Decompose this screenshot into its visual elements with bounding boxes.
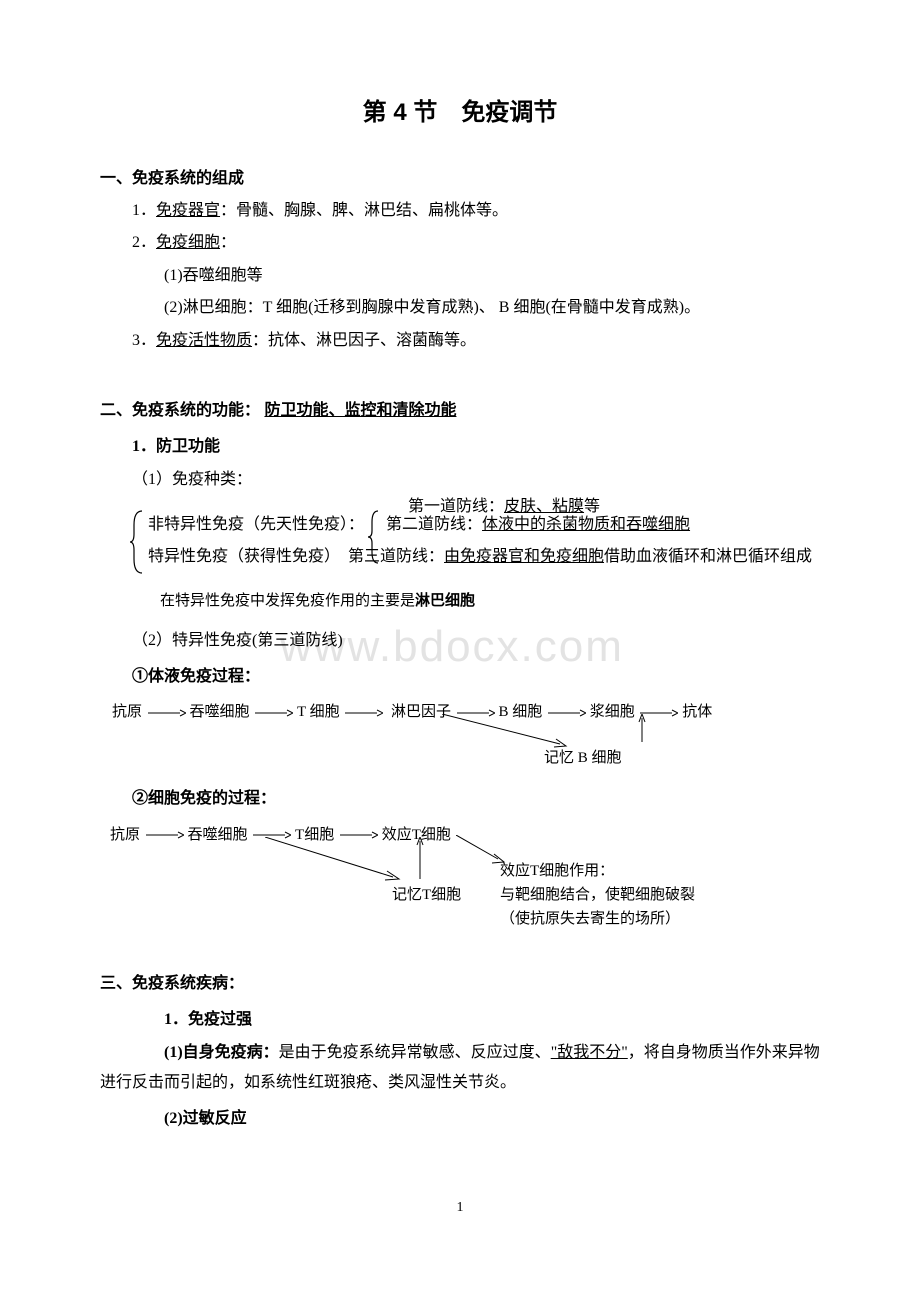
up-arrow-icon bbox=[637, 714, 647, 744]
document-content: 第 4 节 免疫调节 一、免疫系统的组成 1．免疫器官：骨髓、胸腺、脾、淋巴结、… bbox=[100, 90, 820, 1221]
section3-heading: 三、免疫系统疾病： bbox=[100, 969, 820, 999]
sec3-item2: (2)过敏反应 bbox=[100, 1104, 820, 1134]
bracket-line1: 非特异性免疫（先天性免疫）： 第一道防线：皮肤、粘膜等 第二道防线：体液中的杀菌… bbox=[148, 509, 820, 541]
sec1-item1: 1．免疫器官：骨髓、胸腺、脾、淋巴结、扁桃体等。 bbox=[100, 196, 820, 226]
flow2-title: ②细胞免疫的过程： bbox=[100, 784, 820, 814]
sec3-item1: (1)自身免疫病：是由于免疫系统异常敏感、反应过度、"敌我不分"，将自身物质当作… bbox=[100, 1038, 820, 1099]
sec3-sub1: 1．免疫过强 bbox=[100, 1005, 820, 1035]
diagonal-arrow-icon bbox=[265, 837, 405, 883]
humoral-immunity-flow: 抗原 吞噬细胞 T 细胞 淋巴因子 B 细胞 浆细胞 抗体 记忆 B 细胞 bbox=[112, 698, 820, 778]
immunity-types-bracket: 非特异性免疫（先天性免疫）： 第一道防线：皮肤、粘膜等 第二道防线：体液中的杀菌… bbox=[130, 509, 820, 573]
section1-heading: 一、免疫系统的组成 bbox=[100, 164, 820, 194]
memory-b-cell: 记忆 B 细胞 bbox=[544, 744, 622, 773]
up-arrow-icon bbox=[415, 837, 425, 881]
cellular-immunity-flow: 抗原 吞噬细胞 T细胞 效应T细胞 记忆T细胞 效应T细胞作用： 与靶细胞结合，… bbox=[110, 821, 820, 931]
bracket-line2: 特异性免疫（获得性免疫） 第三道防线：由免疫器官和免疫细胞借助血液循环和淋巴循环… bbox=[148, 541, 820, 573]
page-number: 1 bbox=[100, 1195, 820, 1222]
arrow-icon bbox=[146, 708, 186, 718]
sec1-item2: 2．免疫细胞： bbox=[100, 228, 820, 258]
page-title: 第 4 节 免疫调节 bbox=[100, 90, 820, 136]
effector-t-effect: 效应T细胞作用： 与靶细胞结合，使靶细胞破裂 （使抗原失去寄生的场所） bbox=[500, 859, 695, 931]
sec1-item2-sub2: (2)淋巴细胞：T 细胞(迁移到胸腺中发育成熟)、 B 细胞(在骨髓中发育成熟)… bbox=[100, 293, 820, 323]
flow1-title: ①体液免疫过程： bbox=[100, 662, 820, 692]
arrow-icon bbox=[253, 708, 293, 718]
memory-t-cell: 记忆T细胞 bbox=[392, 881, 461, 910]
arrow-icon bbox=[144, 830, 184, 840]
section2-heading: 二、免疫系统的功能： 防卫功能、监控和清除功能 bbox=[100, 396, 820, 426]
lymphocyte-note: 在特异性免疫中发挥免疫作用的主要是淋巴细胞 bbox=[100, 587, 820, 616]
left-brace-icon bbox=[130, 509, 146, 575]
sec2-sub1: 1．防卫功能 bbox=[100, 432, 820, 462]
sec1-item3: 3．免疫活性物质：抗体、淋巴因子、溶菌酶等。 bbox=[100, 326, 820, 356]
arrow-icon bbox=[343, 708, 383, 718]
sec1-item2-sub1: (1)吞噬细胞等 bbox=[100, 261, 820, 291]
inner-brace-icon bbox=[368, 509, 382, 565]
sec2-sub1-2: （2）特异性免疫(第三道防线) bbox=[100, 626, 820, 656]
